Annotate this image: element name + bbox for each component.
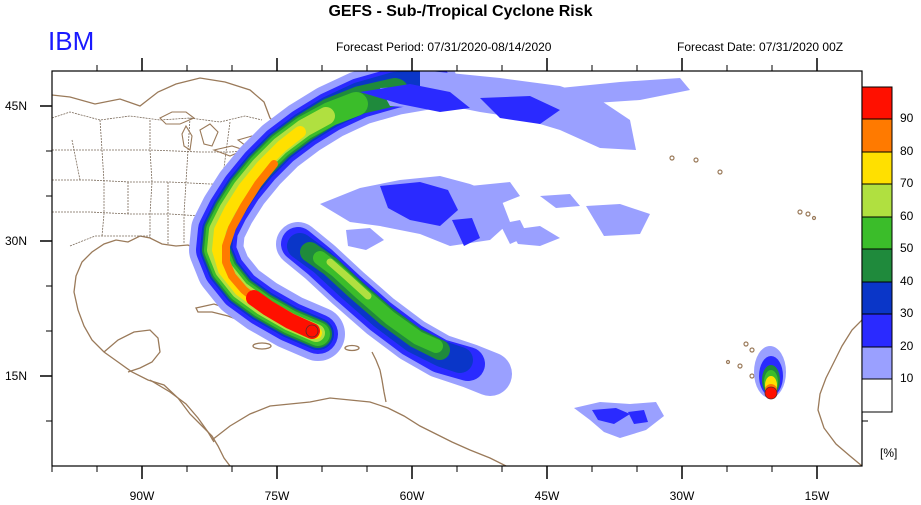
chart-title: GEFS - Sub-/Tropical Cyclone Risk — [328, 3, 593, 20]
y-tick-label-15n: 15N — [5, 369, 28, 383]
land-azores — [669, 155, 723, 175]
y-tick-label-45n: 45N — [5, 99, 28, 113]
y-tick-label-30n: 30N — [5, 234, 28, 248]
colorbar-label-40: 40 — [900, 274, 914, 288]
risk-patches-mid-dark — [380, 182, 480, 246]
risk-storm-east — [754, 346, 786, 400]
x-tick-label-60w: 60W — [399, 489, 425, 503]
risk-track-main — [189, 71, 457, 361]
map-frame — [51, 70, 863, 467]
land-africa — [817, 319, 862, 466]
risk-track-second — [276, 222, 512, 396]
land-yucatan — [103, 329, 161, 373]
colorbar-band-40 — [861, 248, 893, 283]
x-tick-label-45w: 45W — [534, 489, 560, 503]
colorbar-units: [%] — [880, 446, 898, 460]
colorbar-band-60 — [861, 183, 893, 218]
colorbar-label-90: 90 — [900, 111, 914, 125]
colorbar-band-0 — [861, 378, 893, 413]
forecast-date: Forecast Date: 07/31/2020 00Z — [677, 40, 844, 54]
colorbar-band-10 — [861, 346, 893, 380]
colorbar-band-50 — [861, 216, 893, 250]
colorbar-label-80: 80 — [900, 144, 914, 158]
risk-patch-south-dark — [592, 408, 648, 424]
colorbar-band-80 — [861, 118, 893, 153]
colorbar-band-30 — [861, 281, 893, 315]
risk-lobes-north-dark — [360, 84, 560, 124]
brand-logo: IBM — [48, 26, 95, 56]
axis-ticks — [40, 58, 874, 479]
colorbar — [861, 86, 893, 413]
land-puerto-rico — [344, 344, 360, 352]
colorbar-band-70 — [861, 151, 893, 185]
land-canaries — [797, 209, 817, 221]
risk-patches-mid — [320, 176, 650, 250]
colorbar-label-10: 10 — [900, 371, 914, 385]
colorbar-label-50: 50 — [900, 241, 914, 255]
colorbar-band-90 — [861, 86, 893, 120]
colorbar-label-20: 20 — [900, 339, 914, 353]
colorbar-band-20 — [861, 313, 893, 348]
land-jamaica — [252, 342, 272, 350]
x-tick-label-75w: 75W — [264, 489, 290, 503]
colorbar-label-30: 30 — [900, 306, 914, 320]
land-central-america — [149, 379, 215, 443]
x-tick-label-30w: 30W — [669, 489, 695, 503]
forecast-period: Forecast Period: 07/31/2020-08/14/2020 — [336, 40, 552, 54]
x-tick-label-90w: 90W — [129, 489, 155, 503]
axis-minor-ticks — [46, 65, 868, 472]
storm-center-west — [305, 324, 319, 338]
land-cape-verde — [725, 341, 755, 379]
colorbar-label-60: 60 — [900, 209, 914, 223]
map-area — [52, 71, 862, 466]
land-south-america — [211, 397, 507, 466]
land-lesser-antilles — [371, 351, 387, 403]
colorbar-label-70: 70 — [900, 176, 914, 190]
x-tick-label-15w: 15W — [804, 489, 830, 503]
